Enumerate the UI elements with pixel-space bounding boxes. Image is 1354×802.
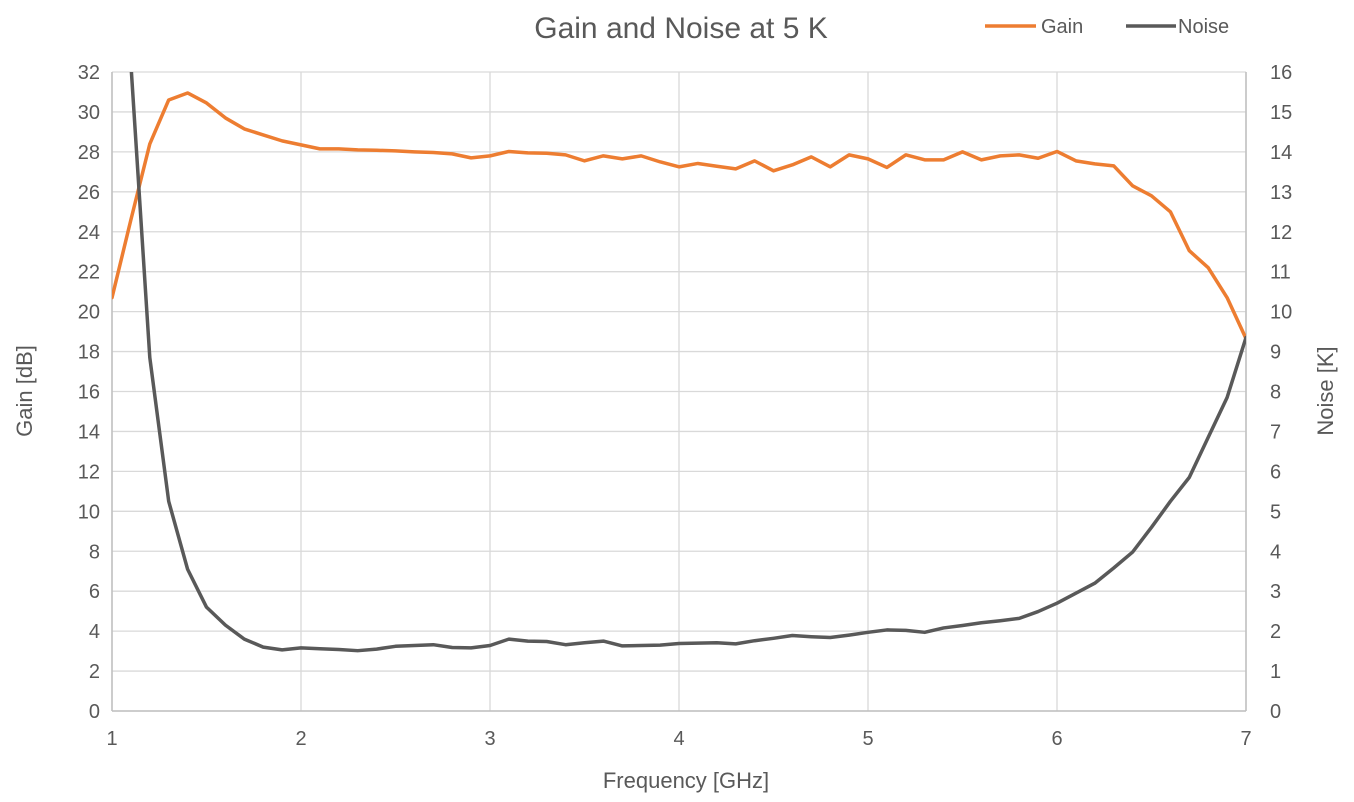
- left-y-tick-label: 8: [89, 541, 100, 563]
- left-y-tick-label: 22: [78, 262, 100, 284]
- right-y-tick-label: 7: [1270, 421, 1281, 443]
- left-y-tick-label: 32: [78, 62, 100, 84]
- x-tick-label: 2: [295, 728, 306, 750]
- left-y-tick-label: 16: [78, 382, 100, 404]
- x-tick-label: 5: [862, 728, 873, 750]
- right-y-tick-label: 1: [1270, 661, 1281, 683]
- left-y-tick-label: 10: [78, 501, 100, 523]
- right-y-tick-label: 13: [1270, 182, 1292, 204]
- right-y-tick-label: 12: [1270, 222, 1292, 244]
- x-tick-label: 3: [484, 728, 495, 750]
- right-y-tick-label: 2: [1270, 621, 1281, 643]
- left-y-tick-label: 6: [89, 581, 100, 603]
- right-y-tick-label: 5: [1270, 501, 1281, 523]
- left-y-tick-label: 18: [78, 342, 100, 364]
- left-axis-title: Gain [dB]: [12, 345, 37, 437]
- right-y-tick-label: 15: [1270, 102, 1292, 124]
- right-y-tick-label: 6: [1270, 461, 1281, 483]
- right-y-tick-label: 11: [1270, 262, 1291, 284]
- right-y-tick-label: 9: [1270, 342, 1281, 364]
- legend-label-gain: Gain: [1041, 16, 1083, 38]
- right-axis-title: Noise [K]: [1313, 346, 1338, 435]
- series-line-gain: [112, 91, 1246, 341]
- left-y-tick-label: 30: [78, 102, 100, 124]
- legend-label-noise: Noise: [1178, 16, 1229, 38]
- series-lines: [112, 72, 1246, 653]
- left-y-tick-label: 24: [78, 222, 100, 244]
- left-y-tick-label: 26: [78, 182, 100, 204]
- x-tick-label: 6: [1051, 728, 1062, 750]
- right-y-tick-label: 0: [1270, 701, 1281, 723]
- legend: Gain Noise: [985, 16, 1229, 38]
- left-y-tick-label: 0: [89, 701, 100, 723]
- left-y-tick-label: 12: [78, 461, 100, 483]
- left-y-tick-label: 14: [78, 421, 100, 443]
- series-line-noise: [129, 72, 1246, 653]
- right-y-tick-label: 4: [1270, 541, 1281, 563]
- left-y-tick-label: 28: [78, 142, 100, 164]
- right-y-tick-label: 14: [1270, 142, 1292, 164]
- left-y-tick-label: 4: [89, 621, 100, 643]
- right-y-tick-label: 16: [1270, 62, 1292, 84]
- right-y-tick-label: 10: [1270, 302, 1292, 324]
- right-y-tick-label: 3: [1270, 581, 1281, 603]
- chart-title: Gain and Noise at 5 K: [534, 12, 828, 45]
- left-y-tick-label: 20: [78, 302, 100, 324]
- left-y-tick-label: 2: [89, 661, 100, 683]
- x-axis-title: Frequency [GHz]: [603, 768, 769, 793]
- x-tick-label: 7: [1240, 728, 1251, 750]
- x-tick-label: 4: [673, 728, 684, 750]
- x-tick-label: 1: [106, 728, 117, 750]
- right-y-tick-label: 8: [1270, 382, 1281, 404]
- axes: 1 2 3 4 5 6 7024681012141618202224262830320123…: [78, 62, 1293, 750]
